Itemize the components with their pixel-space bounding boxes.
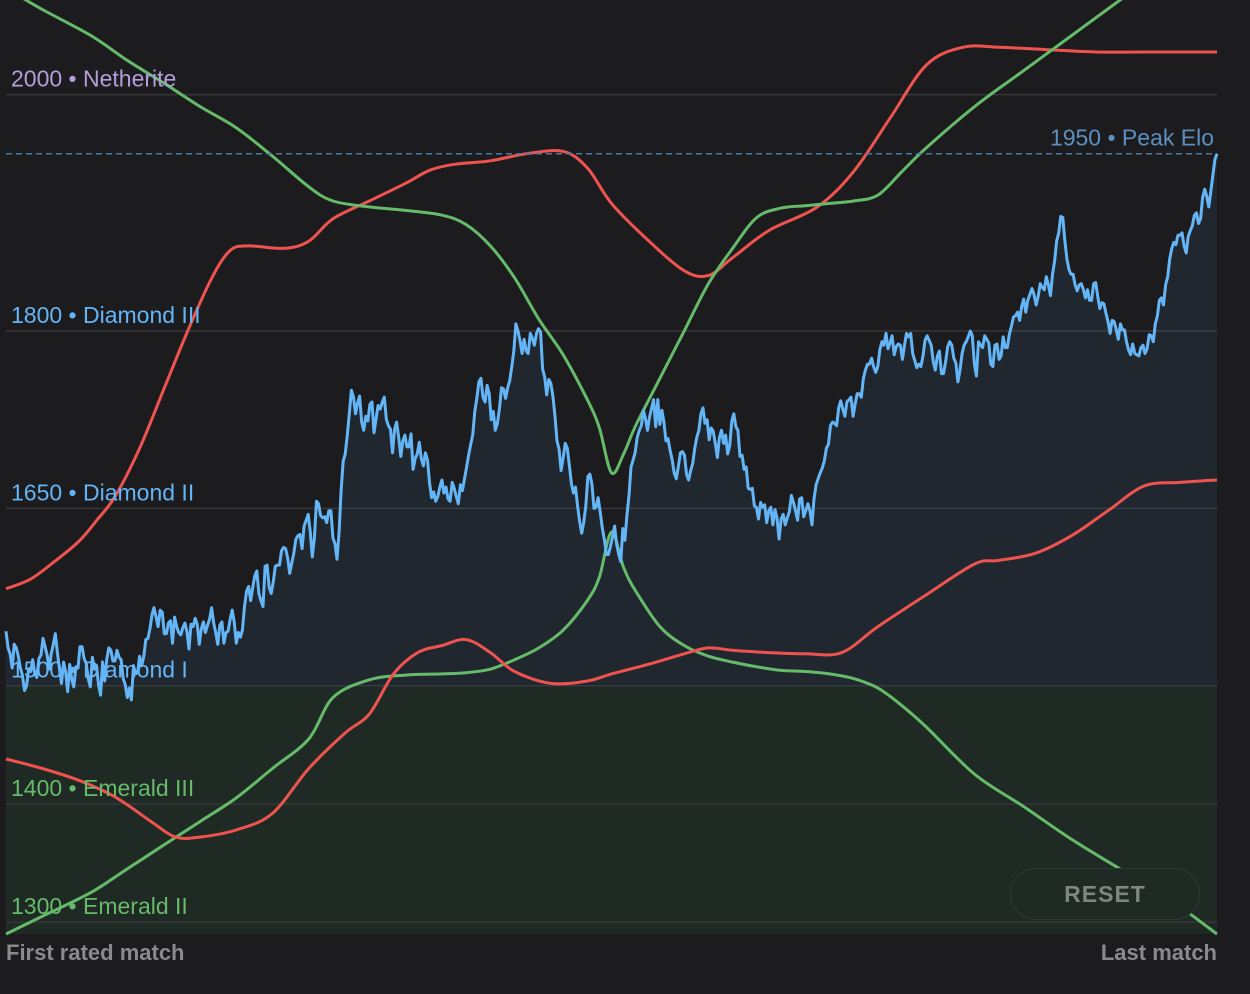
x-end-label: Last match — [1101, 940, 1217, 965]
overlay-curve-2 — [22, 0, 1123, 476]
x-start-label: First rated match — [6, 940, 185, 965]
rank-labels: 2000 • Netherite 1800 • Diamond III 1650 •… — [11, 66, 201, 920]
overlay-curve-3 — [5, 530, 1218, 936]
elo-area — [6, 153, 1217, 700]
rank-label: 1400 • Emerald III — [11, 775, 194, 801]
rank-label: 1300 • Emerald II — [11, 893, 188, 919]
peak-elo-label: 1950 • Peak Elo — [1050, 125, 1214, 151]
overlay-curves — [5, 0, 1218, 936]
rank-label: 1500 • Diamond I — [11, 657, 188, 683]
rank-label: 1800 • Diamond III — [11, 302, 201, 328]
rank-grid — [6, 93, 1217, 923]
overlay-curve-4 — [5, 478, 1218, 840]
rank-label: 1650 • Diamond II — [11, 479, 194, 505]
rank-label: 2000 • Netherite — [11, 66, 176, 92]
reset-button[interactable]: RESET — [1010, 868, 1200, 920]
elo-line — [4, 153, 1219, 702]
overlay-curve-1 — [5, 44, 1217, 591]
